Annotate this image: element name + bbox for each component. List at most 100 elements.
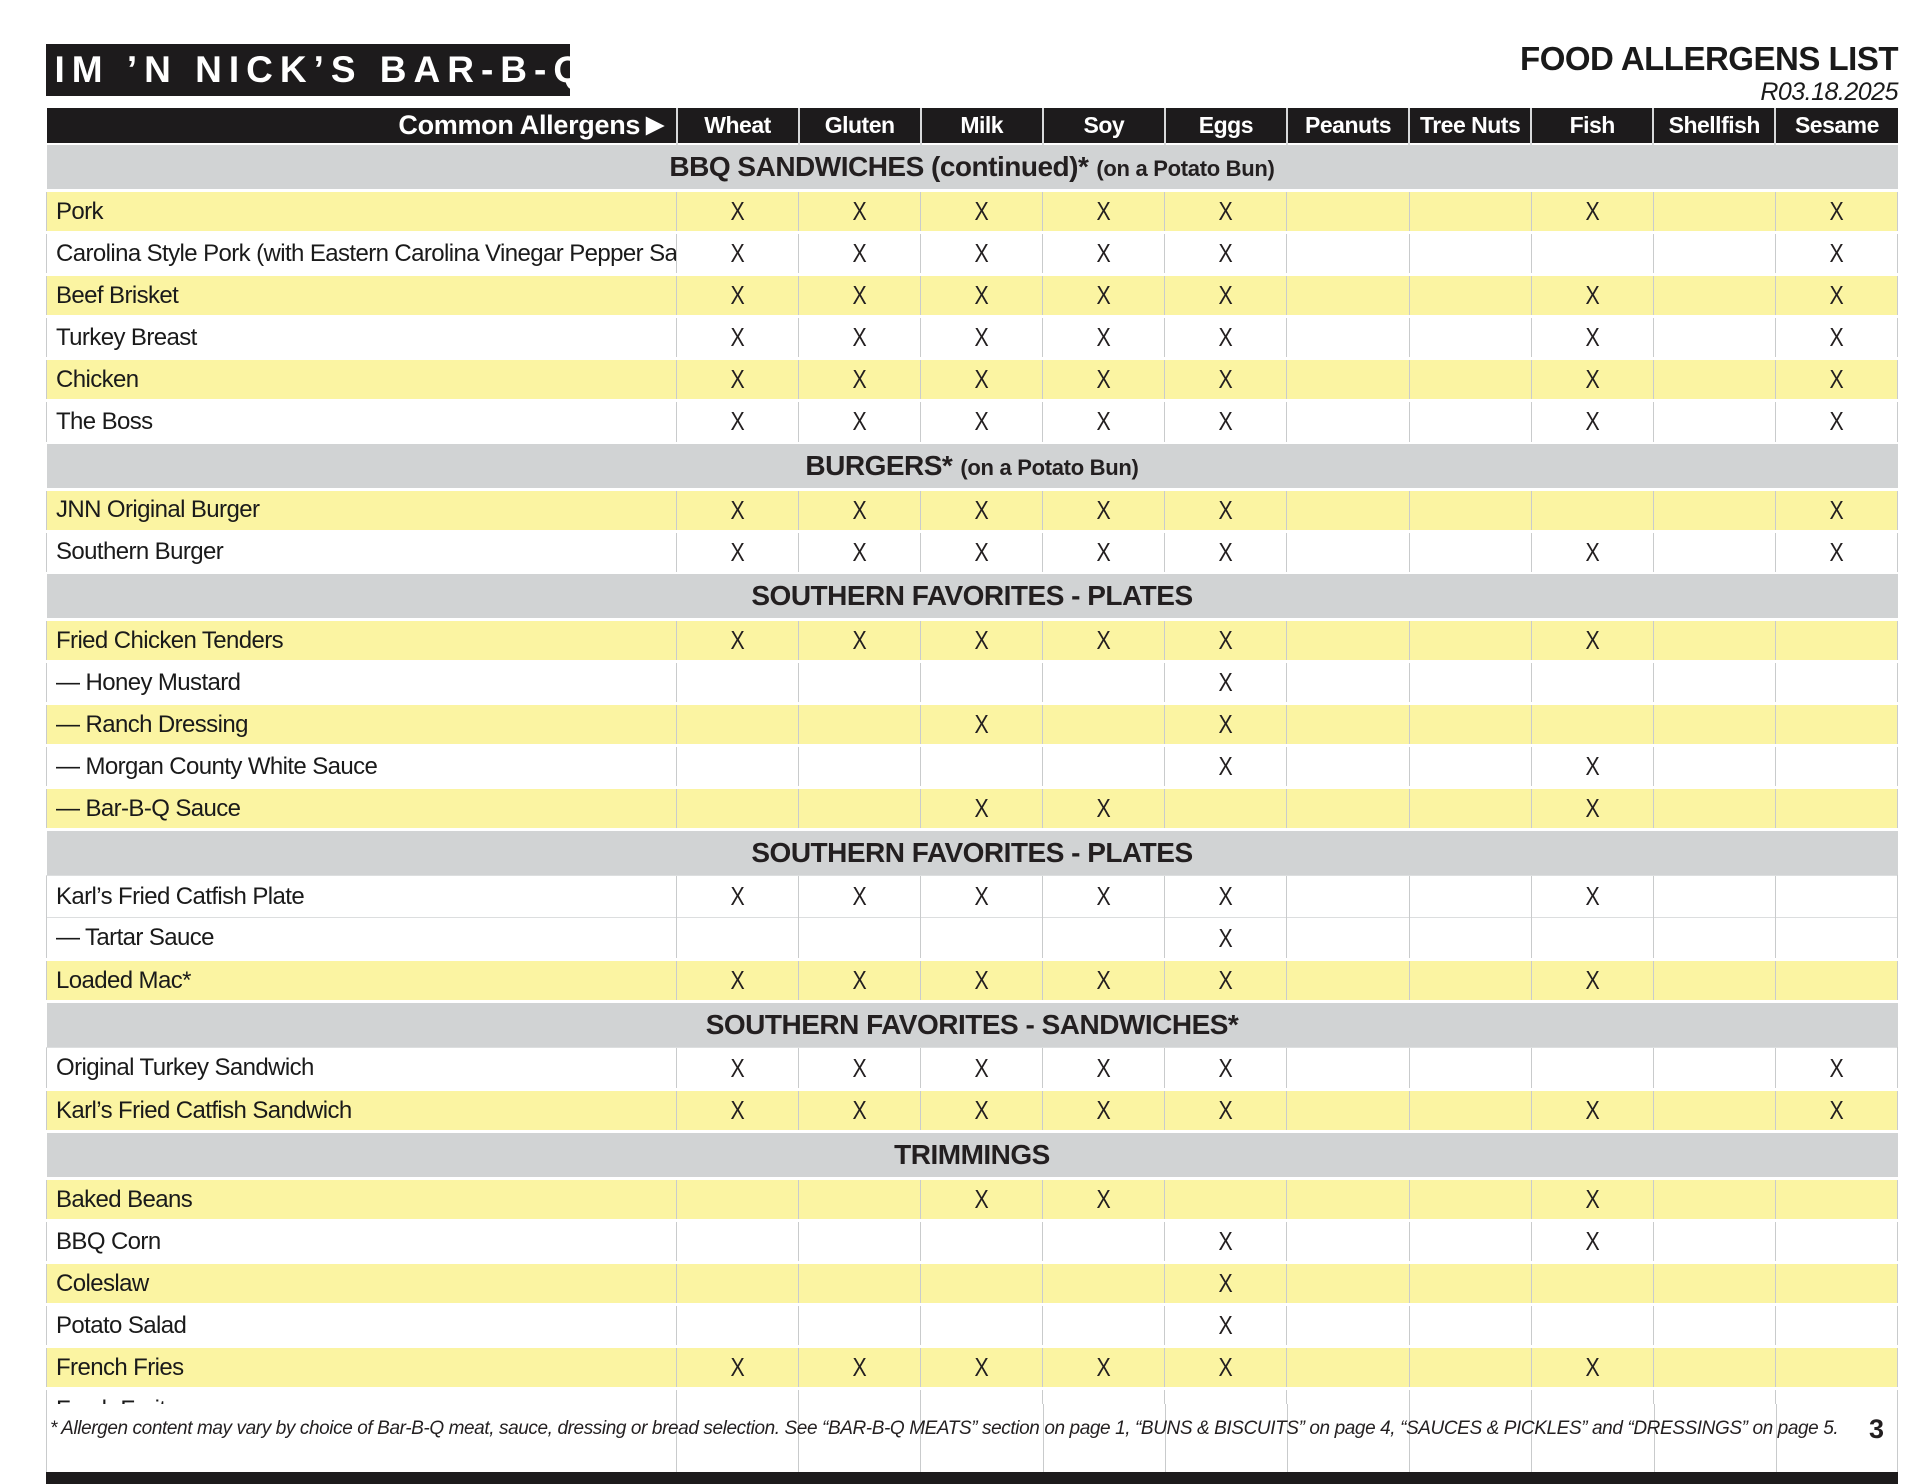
allergen-mark-cell: X xyxy=(675,1088,799,1133)
allergen-mark-cell: X xyxy=(675,1345,799,1390)
allergen-table: Common Allergens ▶ Wheat Gluten Milk Soy Eggs… xyxy=(46,108,1899,1431)
x-mark: X xyxy=(1096,494,1111,525)
allergen-mark-cell: X xyxy=(1042,357,1165,402)
allergen-mark-cell: X xyxy=(798,1345,921,1390)
empty-allergen-cell xyxy=(1652,189,1776,234)
allergen-mark-cell: X xyxy=(675,357,799,402)
allergen-mark-cell: X xyxy=(1042,1177,1165,1222)
empty-allergen-cell xyxy=(1408,357,1532,402)
x-mark: X xyxy=(1829,322,1844,352)
x-mark: X xyxy=(852,881,867,911)
x-mark: X xyxy=(974,1095,989,1125)
empty-allergen-cell xyxy=(1408,1220,1532,1263)
x-mark: X xyxy=(852,364,867,394)
empty-allergen-cell xyxy=(675,917,799,960)
allergen-mark-cell: X xyxy=(1774,357,1899,402)
empty-allergen-cell xyxy=(1774,958,1899,1003)
x-mark: X xyxy=(1096,406,1111,437)
allergen-mark-cell: X xyxy=(1042,1088,1165,1133)
allergen-mark-cell: X xyxy=(798,530,921,573)
empty-allergen-cell xyxy=(1408,1088,1532,1133)
x-mark: X xyxy=(1585,196,1600,226)
empty-allergen-cell xyxy=(1774,1304,1899,1347)
table-row: Karl’s Fried Catfish Plate X X X X X X xyxy=(46,875,1899,918)
x-mark: X xyxy=(1096,364,1111,394)
allergen-mark-cell: X xyxy=(675,1047,799,1090)
x-mark: X xyxy=(730,280,745,310)
empty-allergen-cell xyxy=(1286,958,1410,1003)
allergen-mark-cell: X xyxy=(675,530,799,573)
item-name-cell: Original Turkey Sandwich xyxy=(46,1047,677,1090)
allergen-mark-cell: X xyxy=(798,618,921,663)
empty-allergen-cell xyxy=(1774,1261,1899,1306)
x-mark: X xyxy=(852,322,867,352)
x-mark: X xyxy=(1218,1226,1234,1256)
x-mark: X xyxy=(974,1352,989,1382)
empty-allergen-cell xyxy=(1042,1261,1165,1306)
x-mark: X xyxy=(1218,322,1234,352)
allergen-mark-cell: X xyxy=(1530,786,1654,831)
allergen-mark-cell: X xyxy=(1042,618,1165,663)
empty-allergen-cell xyxy=(1286,1345,1410,1390)
header-row: Common Allergens ▶ Wheat Gluten Milk Soy Eggs… xyxy=(46,108,1898,144)
empty-allergen-cell xyxy=(1408,745,1532,788)
section-title: BBQ SANDWICHES (continued)* xyxy=(669,151,1089,182)
empty-allergen-cell xyxy=(1408,1345,1532,1390)
grid-line xyxy=(1042,1404,1044,1472)
allergen-mark-cell: X xyxy=(675,316,799,359)
x-mark: X xyxy=(1218,196,1234,226)
table-row: — Ranch Dressing X X xyxy=(46,702,1899,747)
section-row: SOUTHERN FAVORITES - PLATES xyxy=(46,572,1898,620)
section-subtitle: (on a Potato Bun) xyxy=(1096,156,1275,181)
empty-allergen-cell xyxy=(1774,1220,1899,1263)
allergen-column-header: Tree Nuts xyxy=(1408,108,1532,144)
item-name-cell: Turkey Breast xyxy=(46,316,677,359)
x-mark: X xyxy=(852,536,867,567)
empty-allergen-cell xyxy=(1652,1177,1776,1222)
allergen-mark-cell: X xyxy=(1530,530,1654,573)
x-mark: X xyxy=(1829,494,1844,525)
empty-allergen-cell xyxy=(1042,702,1165,747)
empty-allergen-cell xyxy=(1652,917,1776,960)
empty-allergen-cell xyxy=(798,786,921,831)
allergen-column-header: Wheat xyxy=(675,108,799,144)
item-name-cell: — Tartar Sauce xyxy=(46,917,677,960)
empty-allergen-cell xyxy=(1408,875,1532,918)
empty-allergen-cell xyxy=(1530,1304,1654,1347)
item-name-cell: Loaded Mac* xyxy=(46,958,677,1003)
empty-allergen-cell xyxy=(1164,1177,1287,1222)
allergen-mark-cell: X xyxy=(1774,487,1899,533)
revision-date: R03.18.2025 xyxy=(1760,78,1898,106)
allergen-table-wrap: Common Allergens ▶ Wheat Gluten Milk Soy Eggs… xyxy=(46,108,1899,1431)
empty-allergen-cell xyxy=(675,745,799,788)
empty-allergen-cell xyxy=(1286,875,1410,918)
empty-allergen-cell xyxy=(1408,1047,1532,1090)
empty-allergen-cell xyxy=(1042,745,1165,788)
item-name-cell: Carolina Style Pork (with Eastern Caroli… xyxy=(46,232,677,275)
table-row: — Bar-B-Q Sauce X X X xyxy=(46,786,1899,831)
footer-strip: * Allergen content may vary by choice of… xyxy=(46,1404,1898,1472)
table-row: Original Turkey Sandwich X X X X X X xyxy=(46,1047,1899,1090)
allergen-mark-cell: X xyxy=(675,875,799,918)
section-band: BBQ SANDWICHES (continued)* (on a Potato … xyxy=(46,143,1898,191)
empty-allergen-cell xyxy=(675,786,799,831)
allergen-mark-cell: X xyxy=(1530,745,1654,788)
allergen-mark-cell: X xyxy=(1530,273,1654,318)
x-mark: X xyxy=(1585,322,1600,352)
section-band: TRIMMINGS xyxy=(46,1130,1898,1179)
empty-allergen-cell xyxy=(1408,1304,1532,1347)
x-mark: X xyxy=(852,238,867,268)
x-mark: X xyxy=(1096,1184,1111,1214)
x-mark: X xyxy=(852,1352,867,1382)
allergen-mark-cell: X xyxy=(1042,400,1165,443)
section-row: BURGERS* (on a Potato Bun) xyxy=(46,441,1898,489)
empty-allergen-cell xyxy=(1774,875,1899,918)
x-mark: X xyxy=(730,364,745,394)
allergen-mark-cell: X xyxy=(675,487,799,533)
x-mark: X xyxy=(974,1052,989,1083)
section-title: BURGERS* xyxy=(805,449,953,481)
empty-allergen-cell xyxy=(1408,661,1532,704)
grid-line xyxy=(1287,1404,1288,1472)
allergen-mark-cell: X xyxy=(1042,487,1165,533)
empty-allergen-cell xyxy=(1286,786,1410,831)
